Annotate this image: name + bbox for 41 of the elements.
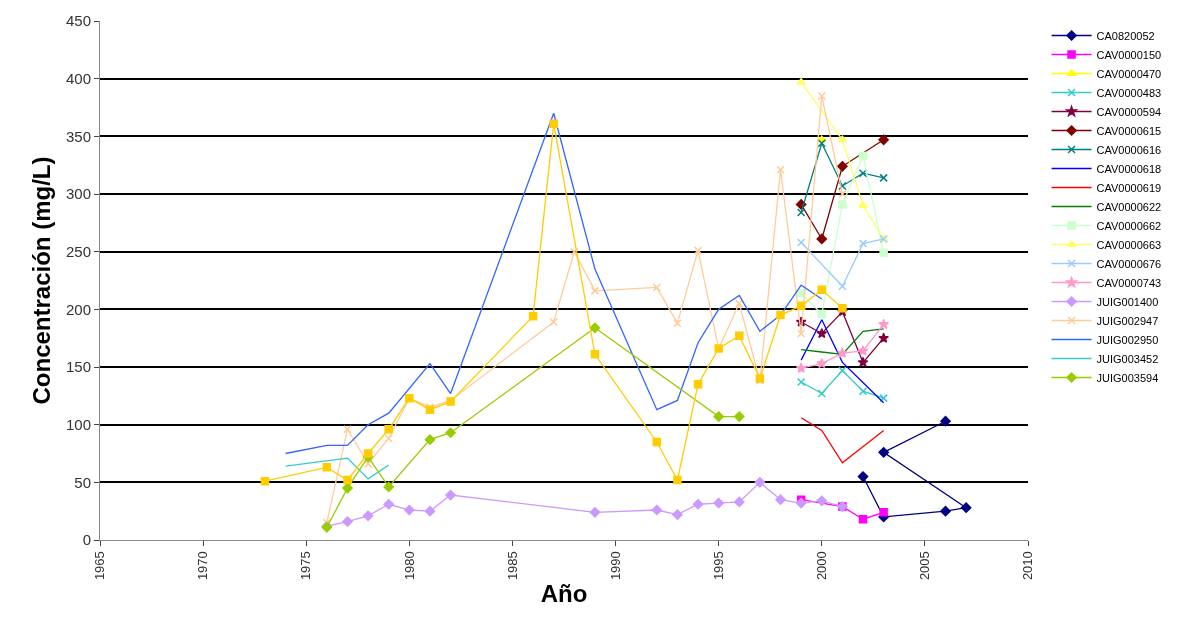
- legend-label: CAV0000743: [1096, 276, 1162, 289]
- legend-label: CAV0000676: [1096, 257, 1162, 270]
- y-tick-label: 400: [65, 69, 91, 87]
- legend-label: CAV0000616: [1096, 143, 1162, 156]
- legend-label: JUIG001400: [1096, 295, 1159, 308]
- x-tick-label: 2010: [1020, 551, 1036, 581]
- x-tick-label: 1970: [195, 551, 211, 581]
- legend-label: CAV0000470: [1096, 67, 1162, 80]
- y-tick-label: 250: [65, 242, 91, 260]
- y-axis-title: Concentración (mg/L): [28, 156, 56, 405]
- legend-label: CAV0000622: [1096, 200, 1162, 213]
- legend-label: CAV0000594: [1096, 105, 1162, 118]
- legend-label: CAV0000150: [1096, 48, 1162, 61]
- legend-label: CA0820052: [1096, 29, 1155, 42]
- x-tick-label: 1985: [504, 551, 520, 581]
- y-tick-label: 350: [65, 127, 91, 145]
- legend-label: JUIG003452: [1096, 352, 1159, 365]
- x-tick-label: 2005: [917, 551, 933, 581]
- legend-label: CAV0000619: [1096, 181, 1162, 194]
- x-tick-label: 1995: [710, 551, 726, 581]
- y-tick-label: 200: [65, 300, 91, 318]
- x-tick-label: 1965: [92, 551, 108, 581]
- legend-label: CAV0000662: [1096, 219, 1162, 232]
- legend-label: CAV0000615: [1096, 124, 1162, 137]
- legend-label: JUIG002947: [1096, 314, 1159, 327]
- y-tick-label: 450: [65, 12, 91, 30]
- legend-label: JUIG002950: [1096, 333, 1159, 346]
- x-tick-label: 1975: [298, 551, 314, 581]
- legend-label: JUIG003594: [1096, 371, 1159, 384]
- x-tick-label: 2000: [814, 551, 830, 581]
- y-tick-label: 0: [82, 531, 91, 549]
- x-tick-label: 1990: [607, 551, 623, 581]
- y-tick-label: 100: [65, 415, 91, 433]
- legend-label: CAV0000618: [1096, 162, 1162, 175]
- x-axis-title: Año: [540, 580, 588, 608]
- legend-label: CAV0000663: [1096, 238, 1162, 251]
- y-tick-label: 150: [65, 358, 91, 376]
- y-tick-label: 300: [65, 185, 91, 203]
- x-tick-label: 1980: [401, 551, 417, 581]
- y-tick-label: 50: [74, 473, 91, 491]
- legend-label: CAV0000483: [1096, 86, 1162, 99]
